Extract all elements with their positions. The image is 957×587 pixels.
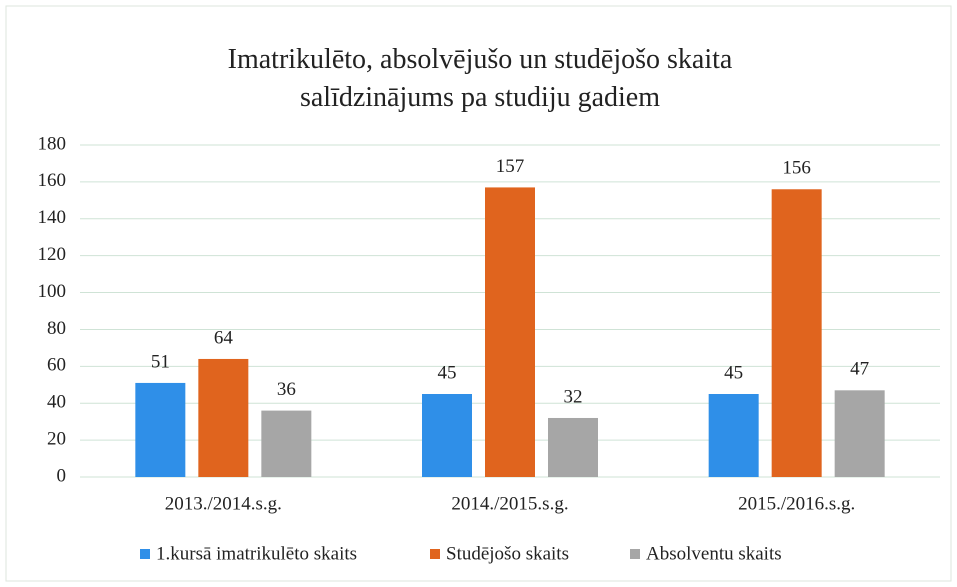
legend-label: Absolventu skaits [646,543,782,564]
data-label: 32 [564,386,583,407]
legend-swatch [140,549,150,559]
x-tick-label: 2015./2016.s.g. [738,493,855,514]
data-label: 47 [850,359,869,380]
title-line: Imatrikulēto, absolvējušo un studējošo s… [228,44,733,75]
data-label: 156 [782,158,811,179]
bar [198,358,249,477]
y-tick-label: 0 [57,465,67,486]
y-tick-label: 140 [38,207,67,228]
bar [771,189,822,477]
y-tick-label: 180 [38,133,67,154]
bar [135,382,186,477]
data-label: 36 [277,379,296,400]
bar [261,410,312,477]
bar [485,187,535,477]
bar [834,390,885,477]
legend-label: 1.kursā imatrikulēto skaits [156,543,357,564]
bar [548,417,598,477]
legend-swatch [430,549,440,559]
data-label: 64 [214,327,234,348]
y-tick-label: 40 [47,392,66,413]
title-line: salīdzinājums pa studiju gadiem [300,82,660,113]
legend-swatch [630,549,640,559]
y-tick-label: 100 [38,281,67,302]
y-tick-label: 80 [47,318,66,339]
y-tick-label: 20 [47,428,66,449]
data-label: 45 [724,362,743,383]
chart-title: Imatrikulēto, absolvējušo un studējošo s… [228,44,733,113]
data-label: 157 [496,156,525,177]
y-tick-label: 60 [47,355,66,376]
bar [422,394,472,477]
data-label: 51 [151,351,170,372]
x-tick-label: 2013./2014.s.g. [165,493,282,514]
data-label: 45 [438,362,457,383]
legend-label: Studējošo skaits [446,543,569,564]
x-tick-label: 2014./2015.s.g. [451,493,568,514]
y-tick-label: 160 [38,170,67,191]
y-tick-label: 120 [38,244,67,265]
bar [708,394,759,477]
